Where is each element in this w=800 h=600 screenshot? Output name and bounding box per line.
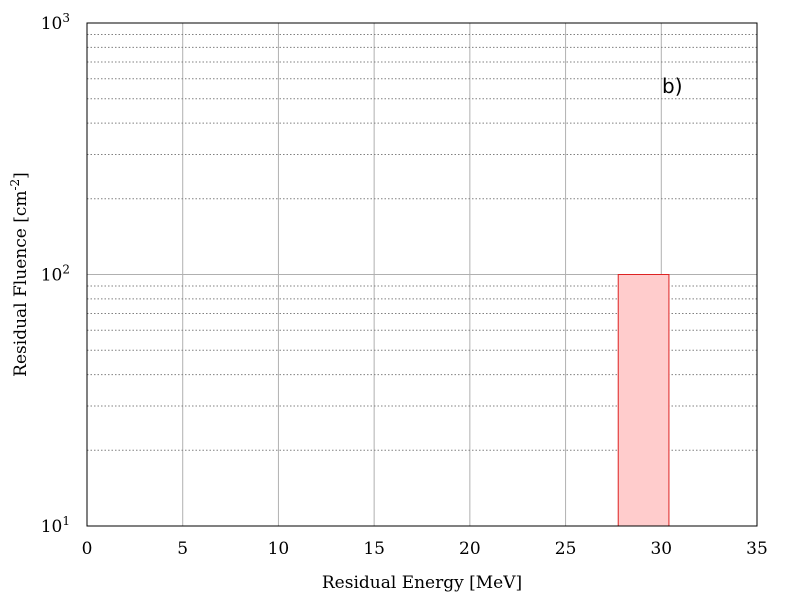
y-tick-label: 101 bbox=[41, 514, 70, 537]
x-axis-title: Residual Energy [MeV] bbox=[322, 573, 522, 593]
y-axis-title-sup: -2 bbox=[8, 179, 22, 191]
plot-frame bbox=[86, 22, 758, 527]
x-tick-label: 35 bbox=[746, 539, 768, 559]
bar-0 bbox=[617, 274, 670, 527]
x-tick-label: 5 bbox=[177, 539, 188, 559]
x-tick-label: 0 bbox=[82, 539, 93, 559]
y-tick-label: 103 bbox=[41, 11, 70, 34]
x-tick-label: 20 bbox=[459, 539, 481, 559]
bar-layer bbox=[617, 274, 670, 527]
x-tick-labels: 0 5 10 15 20 25 30 35 bbox=[82, 539, 768, 559]
y-axis-title-end: ] bbox=[11, 172, 31, 179]
x-tick-label: 15 bbox=[363, 539, 385, 559]
x-tick-label: 10 bbox=[268, 539, 290, 559]
panel-label: b) bbox=[662, 74, 683, 98]
y-axis-title: Residual Fluence [cm-2] bbox=[8, 172, 31, 377]
y-tick-label: 102 bbox=[41, 263, 70, 286]
x-tick-label: 30 bbox=[650, 539, 672, 559]
x-tick-label: 25 bbox=[555, 539, 577, 559]
y-tick-labels: 101 102 103 bbox=[41, 11, 70, 537]
y-axis-title-main: Residual Fluence [cm bbox=[11, 191, 31, 377]
